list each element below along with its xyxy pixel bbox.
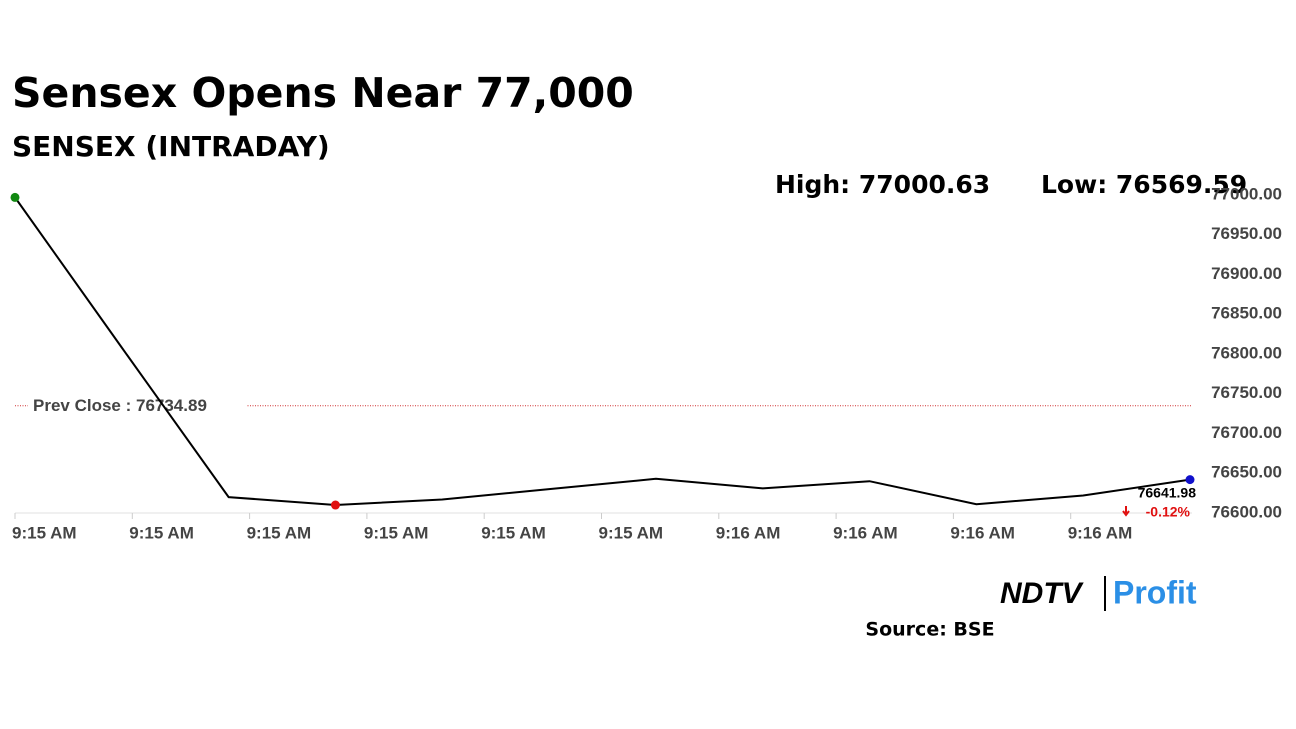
x-tick-label: 9:16 AM	[1068, 523, 1133, 542]
high-label: High: 77000.63	[775, 170, 990, 199]
logo-ndtv: NDTV	[1000, 577, 1085, 610]
x-tick-label: 9:16 AM	[716, 523, 781, 542]
x-tick-label: 9:15 AM	[481, 523, 546, 542]
x-tick-label: 9:16 AM	[833, 523, 898, 542]
last-value-label: 76641.98	[1138, 484, 1197, 500]
x-tick-label: 9:15 AM	[599, 523, 664, 542]
prev-close-bg	[28, 394, 246, 417]
price-line	[14, 196, 1191, 507]
y-tick-label: 76650.00	[1211, 463, 1282, 482]
prev-close-label: Prev Close : 76734.89	[33, 396, 207, 415]
y-tick-label: 76600.00	[1211, 502, 1282, 521]
marker	[330, 500, 340, 510]
y-tick-label: 76950.00	[1211, 224, 1282, 243]
y-tick-label: 76800.00	[1211, 343, 1282, 362]
chart-title: Sensex Opens Near 77,000	[12, 69, 634, 117]
x-tick-label: 9:15 AM	[12, 523, 77, 542]
logo-profit: Profit	[1113, 574, 1197, 610]
y-tick-label: 76700.00	[1211, 423, 1282, 442]
last-change: -0.12%	[1146, 503, 1191, 519]
y-tick-label: 76750.00	[1211, 383, 1282, 402]
y-tick-label: 76900.00	[1211, 264, 1282, 283]
x-tick-label: 9:15 AM	[129, 523, 194, 542]
low-label: Low: 76569.59	[1041, 170, 1247, 199]
y-tick-label: 76850.00	[1211, 304, 1282, 323]
source: Source: BSE	[865, 619, 994, 641]
marker	[10, 192, 20, 202]
chart-subtitle: SENSEX (INTRADAY)	[12, 130, 330, 163]
down-arrow	[1122, 506, 1130, 517]
marker	[1185, 475, 1195, 485]
x-tick-label: 9:15 AM	[247, 523, 312, 542]
y-tick-label: 77000.00	[1211, 184, 1282, 203]
x-tick-label: 9:15 AM	[364, 523, 429, 542]
x-tick-label: 9:16 AM	[950, 523, 1015, 542]
